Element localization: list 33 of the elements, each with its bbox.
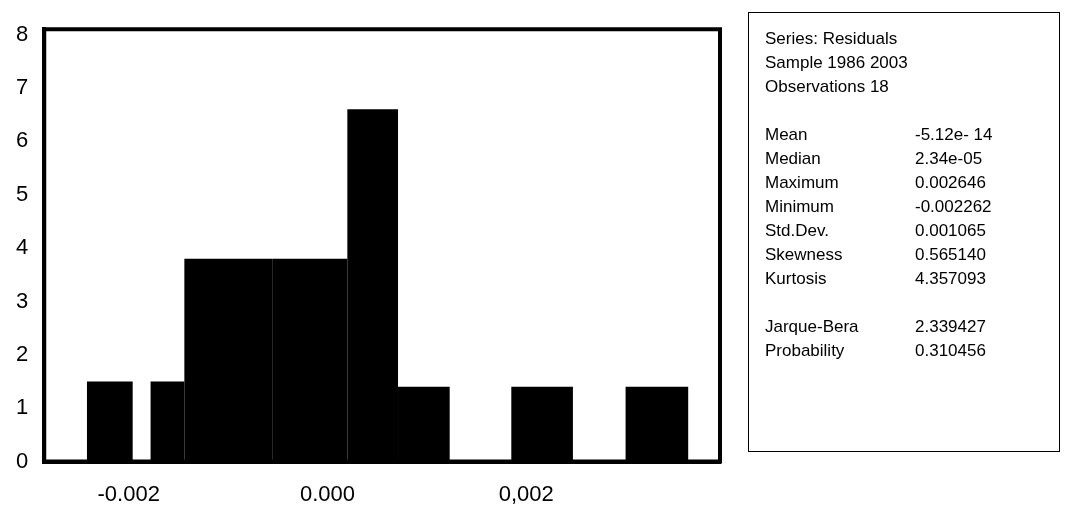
text: 0.310456 bbox=[915, 340, 986, 362]
y-tick-label: 3 bbox=[15, 287, 29, 313]
text: Series: Residuals bbox=[765, 28, 899, 50]
text: 0.565140 bbox=[915, 244, 986, 266]
text: Mean bbox=[765, 124, 809, 146]
y-tick-label: 8 bbox=[15, 20, 29, 46]
y-tick-label: 4 bbox=[15, 234, 29, 260]
y-tick-label: 0 bbox=[15, 447, 29, 473]
x-tick-label: 0.000 bbox=[299, 480, 355, 506]
text: 0.002646 bbox=[915, 172, 986, 194]
text: Observations 18 bbox=[765, 76, 890, 98]
text: Skewness bbox=[765, 244, 844, 266]
text: -5.12e- 14 bbox=[915, 124, 993, 146]
text: Jarque-Bera bbox=[765, 316, 860, 338]
text: Maximum bbox=[765, 172, 840, 194]
text: 4.357093 bbox=[915, 268, 986, 290]
y-tick-label: 2 bbox=[15, 340, 29, 366]
text: Median bbox=[765, 148, 822, 170]
y-tick-label: 5 bbox=[15, 180, 29, 206]
text: 0.001065 bbox=[915, 220, 986, 242]
x-tick-label: -0.002 bbox=[97, 480, 160, 506]
text: Sample 1986 2003 bbox=[765, 52, 909, 74]
text: Probability bbox=[765, 340, 846, 362]
text: 2.34e-05 bbox=[915, 148, 983, 170]
text: Kurtosis bbox=[765, 268, 828, 290]
text: -0.002262 bbox=[915, 196, 992, 218]
y-tick-label: 7 bbox=[15, 73, 29, 99]
text: Std.Dev. bbox=[765, 220, 830, 242]
y-tick-label: 6 bbox=[15, 127, 29, 153]
text: Minimum bbox=[765, 196, 835, 218]
text: 2.339427 bbox=[915, 316, 986, 338]
y-tick-label: 1 bbox=[15, 394, 29, 420]
x-tick-label: 0,002 bbox=[498, 480, 554, 506]
